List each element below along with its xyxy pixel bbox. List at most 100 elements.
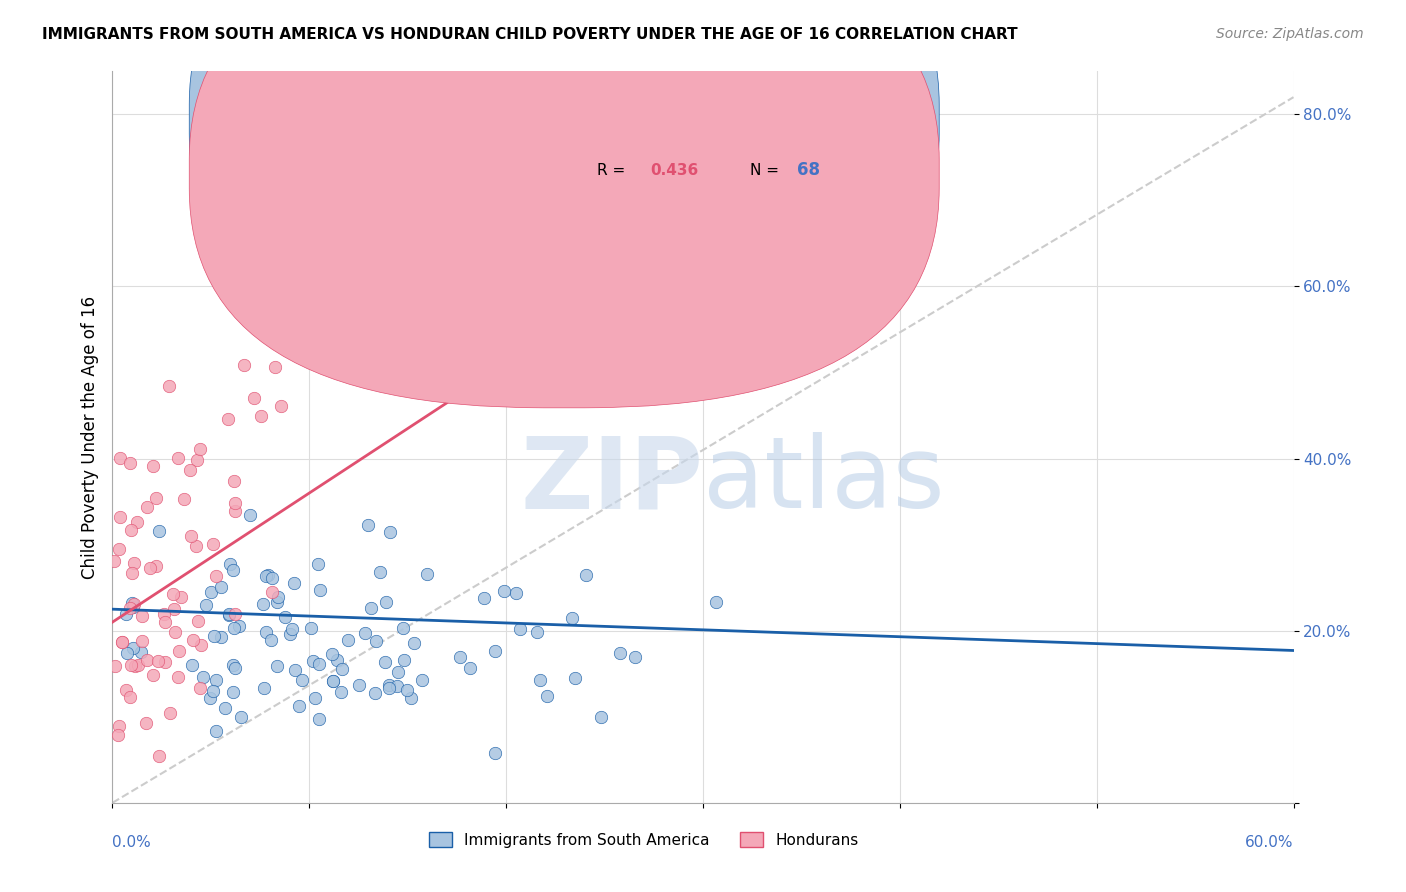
Point [214, 701, 236, 715]
Point [122, 597, 145, 611]
Point [121, 596, 143, 610]
Point [326, 653, 349, 667]
Point [536, 690, 558, 704]
Text: N =: N = [751, 108, 785, 123]
Point [337, 633, 360, 648]
Point [357, 517, 380, 532]
Point [609, 646, 631, 660]
Point [218, 607, 240, 622]
Point [304, 691, 326, 706]
Point [474, 591, 496, 605]
Point [111, 634, 134, 648]
Point [266, 658, 288, 673]
Point [264, 360, 287, 375]
Point [103, 554, 125, 568]
Point [142, 667, 165, 681]
Point [624, 650, 647, 665]
Point [484, 746, 506, 760]
Point [222, 563, 245, 577]
Point [370, 565, 392, 579]
Point [529, 673, 551, 688]
Point [202, 537, 225, 551]
Point [181, 633, 204, 648]
Point [392, 653, 415, 667]
Point [190, 638, 212, 652]
Point [138, 560, 160, 574]
Point [115, 647, 138, 661]
Point [378, 524, 401, 539]
Text: R =: R = [596, 162, 634, 178]
Point [121, 640, 143, 655]
Point [224, 504, 246, 518]
Point [108, 451, 131, 466]
Point [167, 451, 190, 466]
Point [574, 568, 596, 582]
Point [180, 528, 202, 542]
Point [209, 581, 232, 595]
Point [262, 585, 284, 599]
Point [209, 630, 232, 644]
Point [254, 625, 277, 640]
Point [283, 576, 305, 591]
Point [201, 684, 224, 698]
Point [159, 706, 181, 720]
Point [494, 584, 516, 599]
Point [204, 723, 226, 738]
Point [118, 600, 141, 615]
Point [330, 662, 353, 676]
Point [291, 673, 314, 688]
Point [162, 587, 184, 601]
Point [120, 456, 142, 470]
Point [526, 625, 548, 640]
Point [399, 691, 422, 706]
Point [591, 710, 613, 724]
Point [195, 598, 218, 612]
Point [322, 674, 344, 689]
Point [167, 644, 190, 658]
Point [360, 601, 382, 615]
Point [157, 379, 180, 393]
Point [364, 634, 387, 648]
Point [302, 654, 325, 668]
Text: R =: R = [596, 108, 630, 123]
Point [378, 678, 401, 692]
Point [704, 595, 727, 609]
Text: -0.229: -0.229 [650, 108, 704, 123]
Point [375, 595, 398, 609]
Point [411, 673, 433, 687]
Point [267, 590, 290, 604]
Point [222, 685, 245, 699]
Point [222, 658, 245, 673]
Point [202, 629, 225, 643]
Point [254, 569, 277, 583]
Point [136, 653, 159, 667]
Point [118, 690, 141, 704]
FancyBboxPatch shape [520, 94, 898, 207]
Point [120, 658, 142, 673]
Text: Source: ZipAtlas.com: Source: ZipAtlas.com [1216, 27, 1364, 41]
Point [224, 496, 246, 510]
FancyBboxPatch shape [190, 0, 939, 408]
Point [374, 655, 396, 669]
Point [107, 541, 129, 556]
Point [321, 647, 343, 661]
Point [281, 622, 304, 636]
Text: 68: 68 [797, 161, 821, 179]
Point [200, 584, 222, 599]
Point [353, 625, 375, 640]
Point [299, 621, 322, 635]
Point [145, 491, 167, 505]
Point [224, 474, 246, 488]
Text: 60.0%: 60.0% [1246, 835, 1294, 850]
Point [181, 657, 204, 672]
Point [121, 566, 143, 580]
Point [120, 524, 142, 538]
Point [561, 611, 583, 625]
Point [458, 661, 481, 675]
Point [250, 409, 273, 423]
Point [153, 655, 176, 669]
Point [122, 599, 145, 614]
Point [387, 665, 409, 679]
Point [364, 686, 387, 700]
Point [262, 571, 284, 585]
